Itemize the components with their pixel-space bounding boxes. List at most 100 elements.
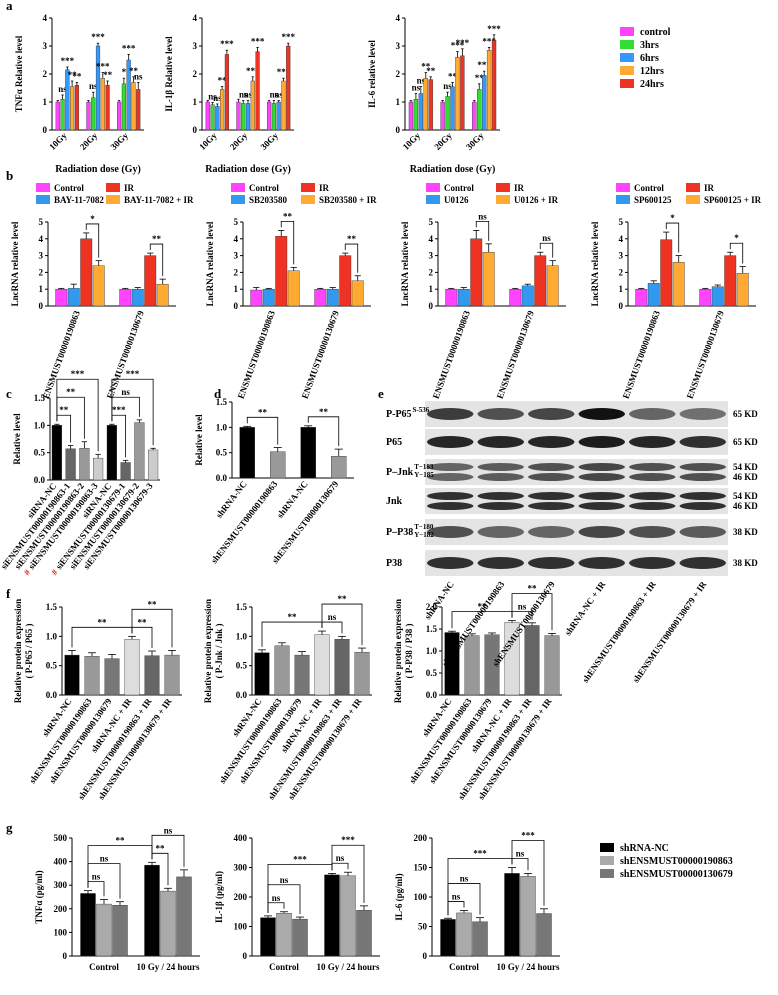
significance-bracket [331, 844, 365, 903]
y-tick-label: 500 [54, 833, 68, 843]
significance-label: ns [336, 853, 345, 863]
error-bar [128, 635, 136, 640]
error-bar [68, 650, 76, 656]
y-axis-label: IL-1β Relative level [164, 36, 174, 112]
blot-band [578, 473, 625, 481]
error-bar [220, 86, 224, 90]
legend-swatch [620, 79, 634, 88]
y-axis-label: ( P-P65 / P65 ) [24, 624, 34, 679]
significance-label: ns [542, 233, 551, 243]
legend-label: control [640, 27, 671, 38]
significance-label: ** [72, 71, 82, 81]
y-tick-label: 0 [423, 951, 428, 961]
significance-label: ** [528, 584, 538, 594]
legend-swatch [616, 195, 630, 204]
x-tick-label: ENSMUST00000130679 [495, 309, 536, 400]
significance-bracket [280, 221, 295, 265]
y-tick-label: 3 [234, 251, 239, 261]
y-axis-label: LncRNA relative level [10, 221, 20, 306]
error-bar [109, 423, 115, 426]
legend-label: BAY-11-7082 + IR [124, 195, 194, 205]
y-axis-label: IL-6 relative level [367, 40, 377, 108]
error-bar [354, 275, 361, 281]
error-bar [117, 100, 121, 102]
y-tick-label: 4 [396, 13, 401, 23]
blot-band [528, 408, 575, 420]
significance-label: ** [426, 66, 436, 76]
error-bar [456, 51, 459, 58]
significance-label: ** [347, 234, 357, 244]
error-bar [273, 447, 282, 452]
blot-band [679, 557, 726, 569]
legend-label: SB203580 + IR [319, 195, 377, 205]
bar [457, 289, 470, 307]
y-tick-label: 5 [234, 217, 239, 227]
bar [270, 451, 286, 479]
error-bar [329, 287, 336, 290]
y-tick-label: 3 [396, 41, 401, 51]
significance-label: ns [274, 90, 283, 100]
bar [509, 289, 522, 307]
significance-label: ns [443, 81, 452, 91]
y-tick-label: 0 [234, 301, 239, 311]
error-bar [508, 867, 516, 874]
significance-label: * [90, 214, 95, 224]
error-bar [137, 82, 140, 90]
bar [286, 45, 291, 131]
bar [536, 913, 552, 957]
error-bar [272, 100, 276, 104]
x-tick-label: 30Gy [464, 130, 486, 152]
bar [241, 103, 246, 131]
blot-band [477, 408, 524, 420]
blot-row-modification: Y−182 [414, 531, 434, 539]
y-tick-label: 0 [429, 301, 434, 311]
bar [724, 255, 737, 307]
bar [413, 98, 419, 131]
bar [79, 448, 90, 481]
significance-label: *** [122, 43, 136, 53]
legend-swatch [620, 27, 634, 36]
bar [250, 289, 263, 307]
error-bar [702, 287, 709, 290]
y-tick-label: 300 [234, 863, 248, 873]
y-tick-label: 2 [619, 267, 624, 277]
x-tick-label: shENSMUST00000190863 [209, 479, 280, 566]
y-tick-label: 0 [43, 125, 48, 135]
significance-label: ns [244, 90, 253, 100]
significance-label: ns [460, 874, 469, 884]
significance-bracket [344, 243, 359, 273]
y-tick-label: 4 [234, 234, 239, 244]
blot-band [629, 502, 676, 510]
significance-bracket [56, 378, 99, 452]
x-tick-label: 20Gy [78, 130, 100, 152]
error-bar [95, 260, 102, 266]
error-bar [258, 649, 266, 653]
y-axis-label: LncRNA relative level [590, 221, 600, 306]
y-tick-label: 0.5 [46, 661, 58, 671]
panel-label: a [6, 0, 13, 13]
error-bar [444, 917, 452, 920]
significance-label: ** [103, 70, 113, 80]
y-axis-label: LncRNA relative level [400, 221, 410, 306]
bar [148, 449, 159, 481]
bar [117, 101, 122, 131]
error-bar [638, 287, 645, 290]
blot-band [679, 502, 726, 510]
significance-label: ns [270, 90, 279, 100]
significance-label: ns [100, 854, 109, 864]
y-tick-label: 1.5 [236, 602, 248, 612]
significance-bracket [475, 221, 490, 241]
y-tick-label: 0.5 [426, 668, 438, 678]
blot-size-label: 46 KD [733, 501, 758, 511]
blot-band [578, 502, 625, 510]
error-bar [282, 77, 285, 81]
y-tick-label: 0 [193, 125, 198, 135]
significance-label: ** [152, 234, 162, 244]
error-bar [95, 453, 101, 459]
x-tick-label: 30Gy [109, 130, 131, 152]
y-tick-label: 2.0 [426, 602, 438, 612]
y-tick-label: 3 [43, 41, 48, 51]
x-tick-label: 10Gy [401, 130, 423, 152]
significance-label: *** [456, 38, 470, 48]
y-tick-label: 0.0 [46, 690, 58, 700]
